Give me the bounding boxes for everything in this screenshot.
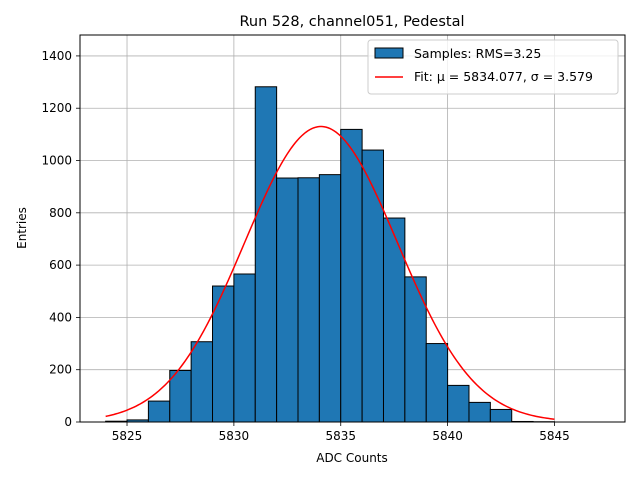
y-axis-label: Entries — [15, 207, 29, 249]
histogram-bar — [254, 86, 278, 423]
y-tick-label: 800 — [49, 206, 72, 220]
histogram-bar — [233, 273, 256, 423]
y-tick-label: 1000 — [41, 154, 72, 168]
histogram-bar — [425, 343, 449, 423]
histogram-bar — [382, 217, 406, 423]
histogram-bar — [318, 174, 342, 423]
histogram-bar — [404, 276, 427, 423]
histogram-bar — [169, 369, 192, 423]
y-tick-label: 1400 — [41, 49, 72, 63]
histogram-bar — [190, 341, 214, 423]
x-axis-ticks: 5825 5830 5835 5840 5845 — [112, 422, 570, 443]
y-axis-ticks: 0 200 400 600 800 1000 1200 1400 — [41, 49, 80, 429]
histogram-bars — [105, 86, 555, 423]
fit-curve-line — [105, 125, 555, 420]
histogram-bar — [361, 149, 384, 423]
histogram-bar — [297, 177, 320, 423]
histogram-bar — [447, 384, 470, 423]
legend-box — [367, 39, 619, 95]
x-tick-label: 5825 — [112, 429, 143, 443]
y-tick-label: 0 — [64, 415, 72, 429]
x-axis-label: ADC Counts — [316, 451, 388, 465]
histogram-bar — [468, 401, 491, 423]
histogram-bar — [147, 400, 171, 423]
y-tick-label: 600 — [49, 258, 72, 272]
x-tick-label: 5835 — [325, 429, 356, 443]
legend: Samples: RMS=3.25 Fit: μ = 5834.077, σ =… — [367, 39, 619, 95]
legend-histogram-swatch — [374, 47, 404, 59]
y-tick-label: 400 — [49, 310, 72, 324]
legend-fit-label: Fit: μ = 5834.077, σ = 3.579 — [414, 69, 593, 84]
plot-frame — [79, 34, 626, 423]
legend-histogram-label: Samples: RMS=3.25 — [414, 46, 541, 61]
x-tick-label: 5830 — [219, 429, 250, 443]
y-tick-label: 1200 — [41, 101, 72, 115]
chart-title: Run 528, channel051, Pedestal — [239, 14, 464, 30]
x-tick-label: 5845 — [539, 429, 570, 443]
histogram-bar — [276, 177, 299, 423]
histogram-bar — [489, 408, 513, 423]
histogram-bar — [340, 128, 363, 423]
x-tick-label: 5840 — [432, 429, 463, 443]
y-tick-label: 200 — [49, 363, 72, 377]
